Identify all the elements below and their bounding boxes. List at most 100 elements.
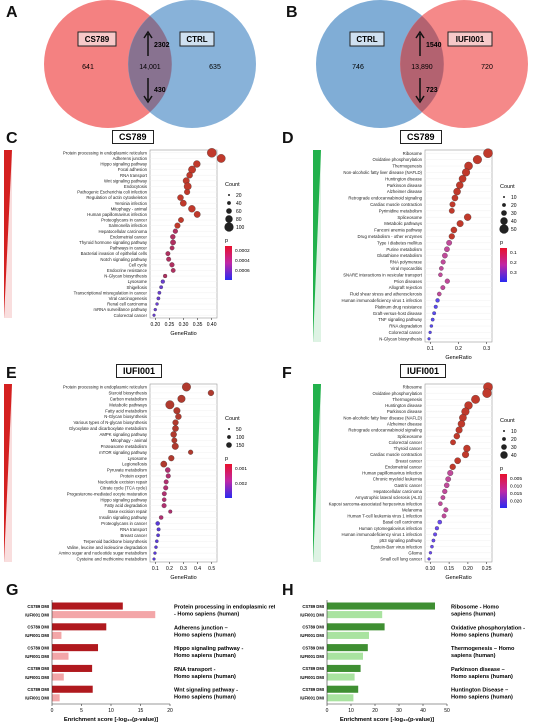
panel-letter-c: C bbox=[6, 130, 18, 147]
term-label: Lysosome bbox=[128, 456, 148, 461]
venn-down-count: 430 bbox=[154, 87, 166, 94]
bar-chart-g: CS789 DMI IUFI001 DMI Protein processing i… bbox=[25, 600, 275, 723]
term-label: Cysteine and methionine metabolism bbox=[77, 557, 148, 562]
term-label: Regulation of actin cytoskeleton bbox=[86, 195, 147, 200]
enrichment-dot bbox=[171, 442, 179, 450]
color-legend-bar bbox=[225, 246, 232, 280]
term-label: Breast cancer bbox=[120, 533, 147, 538]
x-tick-label: 20 bbox=[372, 708, 378, 714]
term-label: Alzheimer disease bbox=[387, 421, 423, 426]
term-label: Drug metabolism - other enzymes bbox=[358, 234, 422, 239]
enrichment-dot bbox=[153, 551, 157, 555]
enrichment-dot bbox=[443, 482, 450, 488]
enrichment-dot bbox=[161, 503, 167, 509]
enrichment-dot bbox=[429, 324, 434, 328]
enrichment-dot bbox=[186, 171, 193, 179]
term-label: mTOR signaling pathway bbox=[99, 450, 148, 455]
enrichment-dot bbox=[441, 513, 447, 519]
x-axis-label: GeneRatio bbox=[445, 575, 471, 581]
series-label: CS789 DMI bbox=[302, 645, 324, 650]
down-arrow-icon bbox=[143, 78, 153, 104]
enrichment-dot bbox=[459, 413, 467, 422]
enrichment-dot bbox=[445, 476, 451, 482]
category-label: Ribosome - Homo bbox=[451, 604, 499, 610]
x-tick-label: 30 bbox=[396, 708, 402, 714]
enrichment-dot bbox=[166, 256, 172, 262]
category-label: Homo sapiens (human) bbox=[451, 632, 513, 638]
term-label: Shigellosis bbox=[126, 285, 147, 290]
enrichment-dot bbox=[427, 557, 431, 561]
term-label: Adherens junction bbox=[113, 156, 148, 161]
series-label: CS789 DMI bbox=[302, 625, 324, 630]
term-label: mRNA surveillance pathway bbox=[94, 307, 148, 312]
term-label: Terpenoid backbone biosynthesis bbox=[83, 539, 147, 544]
term-label: Colorectal cancer bbox=[389, 440, 423, 445]
x-tick-label: 15 bbox=[138, 708, 144, 714]
term-label: Cell cycle bbox=[129, 262, 148, 267]
enrichment-dot bbox=[156, 533, 160, 538]
size-legend-label: 50 bbox=[511, 227, 517, 233]
term-label: Yersinia infection bbox=[115, 201, 148, 206]
term-label: Amino sugar and nucleotide sugar metabol… bbox=[59, 551, 148, 556]
series-label: IUFI001 DMI bbox=[25, 633, 49, 638]
term-label: Base excision repair bbox=[108, 509, 147, 514]
x-axis-label: Enrichment score [-log₁₀(p-value)] bbox=[64, 717, 158, 723]
term-label: Human immunodeficiency virus 1 infection bbox=[342, 532, 423, 537]
enrichment-dot bbox=[446, 239, 453, 246]
enrichment-dot bbox=[161, 491, 167, 497]
x-tick-label: 0.20 bbox=[463, 566, 473, 572]
color-legend-label: 0.0006 bbox=[235, 268, 250, 274]
term-label: Melanoma bbox=[402, 507, 423, 512]
x-tick-label: 0.15 bbox=[444, 566, 454, 572]
size-legend-label: 60 bbox=[236, 209, 242, 215]
x-tick-label: 0.3 bbox=[180, 566, 187, 572]
category-label: Homo sapiens (human) bbox=[451, 695, 513, 701]
venn-up-count: 1540 bbox=[426, 42, 442, 49]
enrichment-dot bbox=[457, 420, 466, 428]
term-label: Non-alcoholic fatty liver disease (NAFLD… bbox=[343, 415, 422, 420]
term-label: Thermogenesis bbox=[392, 164, 422, 169]
x-tick-label: 0.25 bbox=[482, 566, 492, 572]
enrichment-dot bbox=[462, 168, 471, 177]
enrichment-dot bbox=[169, 262, 175, 268]
term-label: Nucleotide excision repair bbox=[98, 480, 148, 485]
venn-diagram-a: CS789 CTRL 641 14,001 635 2302 430 bbox=[44, 0, 256, 128]
series-label: IUFI001 DMI bbox=[25, 696, 49, 701]
term-label: Pyrimidine metabolism bbox=[379, 208, 423, 213]
bar bbox=[52, 602, 123, 610]
series-label: IUFI001 DMI bbox=[300, 612, 324, 617]
enrichment-dot bbox=[458, 175, 467, 183]
series-label: CS789 DMI bbox=[302, 687, 324, 692]
enrichment-dot bbox=[174, 222, 181, 229]
term-label: Parkinson disease bbox=[387, 183, 423, 188]
dot-plot-e: Protein processing in endoplasmic reticu… bbox=[4, 382, 247, 581]
color-legend-label: 0.015 bbox=[510, 491, 522, 497]
size-legend-label: 20 bbox=[511, 203, 517, 209]
bar bbox=[327, 652, 363, 660]
x-tick-label: 0.25 bbox=[165, 322, 175, 328]
series-label: IUFI001 DMI bbox=[25, 675, 49, 680]
enrichment-dot bbox=[438, 272, 443, 278]
enrichment-dot bbox=[472, 155, 482, 165]
enrichment-dot bbox=[155, 521, 160, 526]
term-label: Glioma bbox=[408, 550, 422, 555]
enrichment-dot bbox=[439, 266, 444, 271]
term-label: Oxidative phosphorylation bbox=[373, 391, 423, 396]
term-label: N-Glycan biosynthesis bbox=[379, 336, 422, 341]
x-tick-label: 0 bbox=[326, 708, 329, 714]
term-label: Thermogenesis bbox=[392, 397, 422, 402]
enrichment-dot bbox=[447, 470, 454, 476]
term-label: SNARE interactions in vesicular transpor… bbox=[343, 272, 423, 277]
venn-up-count: 2302 bbox=[154, 42, 170, 49]
term-label: Pathways in cancer bbox=[110, 246, 148, 251]
term-label: Carbon metabolism bbox=[110, 396, 148, 401]
enrichment-dot bbox=[178, 217, 184, 223]
enrichment-dot bbox=[183, 182, 192, 191]
term-label: Non-alcoholic fatty liver disease (NAFLD… bbox=[343, 170, 422, 175]
enrichment-dot bbox=[448, 207, 455, 214]
bar bbox=[327, 611, 383, 619]
color-legend-label: 0.005 bbox=[510, 476, 522, 482]
enrichment-dot bbox=[165, 400, 175, 410]
trend-wedge bbox=[313, 384, 321, 562]
size-legend-label: 10 bbox=[511, 195, 517, 201]
